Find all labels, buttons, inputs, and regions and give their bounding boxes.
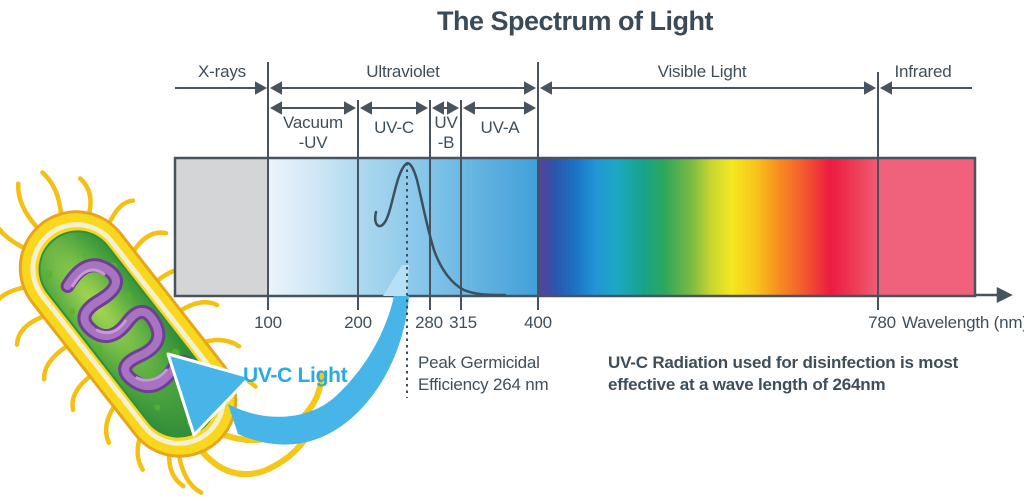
wavelength-400: 400	[524, 313, 552, 332]
band-infrared	[878, 158, 975, 296]
peak-annotation-line1: Peak Germicidal	[418, 353, 540, 372]
wavelength-315: 315	[449, 313, 477, 332]
label-uv-a: UV-A	[480, 118, 520, 137]
uvc-note: UV-C Radiation used for disinfection is …	[608, 352, 958, 396]
bacterium-inner-ring	[30, 222, 226, 446]
range-arrows-top	[175, 81, 972, 95]
label-vacuum-uv-line2: -UV	[298, 133, 328, 152]
uvc-note-line2: effective at a wave length of 264nm	[608, 375, 886, 394]
wavelength-780: 780	[868, 313, 896, 332]
bacterium-nucleoid-icon	[60, 258, 203, 394]
uvc-light-label: UV-C Light	[243, 364, 348, 387]
label-uv-b-line2: -B	[437, 133, 455, 152]
wavelength-280: 280	[415, 313, 443, 332]
label-uv-c: UV-C	[374, 118, 414, 137]
label-uv-b-line1: UV	[434, 113, 458, 132]
band-visible-light	[538, 158, 878, 296]
label-visible-light: Visible Light	[657, 62, 747, 81]
band-border	[173, 156, 977, 298]
wavelength-200: 200	[344, 313, 372, 332]
uvc-beam-wedge	[383, 265, 409, 296]
germicidal-curve	[374, 162, 507, 297]
label-xrays: X-rays	[198, 62, 246, 81]
uvc-note-line1: UV-C Radiation used for disinfection is …	[608, 353, 959, 372]
wavelength-100: 100	[254, 313, 282, 332]
wavelength-axis-label: Wavelength (nm)	[902, 313, 1024, 332]
label-vacuum-uv-line1: Vacuum	[283, 113, 343, 132]
label-uv-b: UV -B	[421, 113, 471, 153]
page-title: The Spectrum of Light	[437, 6, 714, 36]
label-infrared: Infrared	[894, 62, 952, 81]
band-xrays	[175, 158, 268, 296]
peak-annotation-line2: Efficiency 264 nm	[418, 375, 549, 394]
label-ultraviolet: Ultraviolet	[366, 62, 440, 81]
wavelength-axis	[975, 286, 1013, 304]
peak-annotation: Peak Germicidal Efficiency 264 nm	[418, 352, 549, 396]
boundary-lines	[267, 62, 879, 310]
range-arrows-uv	[269, 101, 537, 115]
uvc-arrow-icon	[166, 296, 409, 445]
label-vacuum-uv: Vacuum -UV	[263, 113, 363, 153]
